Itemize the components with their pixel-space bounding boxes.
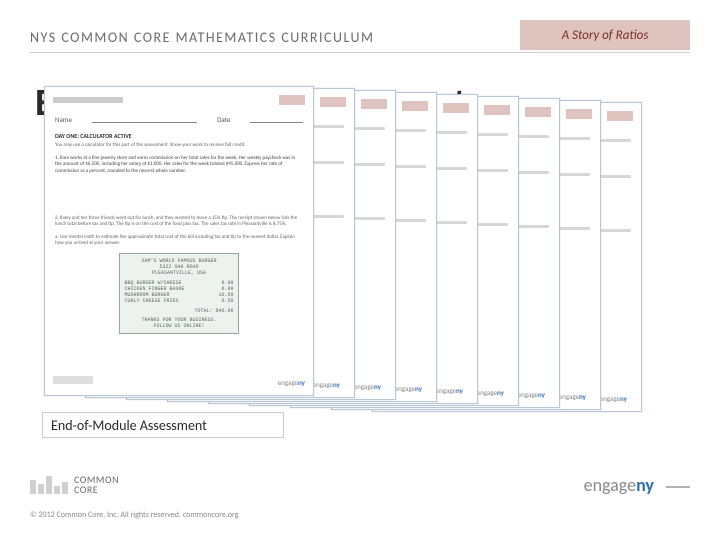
document-page-front: NameDate DAY ONE: CALCULATOR ACTIVE You … [44,86,314,396]
footer-brand-row: COMMON CORE engageny [30,474,690,496]
engageny-logo: engageny [584,474,690,496]
slide: NYS COMMON CORE MATHEMATICS CURRICULUM A… [0,0,720,540]
engage-rule-icon [666,486,690,488]
header-band-text: A Story of Ratios [562,28,649,43]
header-left-text: NYS COMMON CORE MATHEMATICS CURRICULUM [30,29,375,46]
caption-text: End-of-Module Assessment [51,417,207,434]
engage-suffix: ny [636,474,654,496]
copyright-text: © 2012 Common Core, Inc. All rights rese… [30,510,690,520]
engage-prefix: engage [584,474,636,496]
logo-bars-icon [30,476,68,494]
logo-text-bottom: CORE [74,485,119,495]
header-rule [30,52,690,53]
logo-text: COMMON CORE [74,475,119,495]
common-core-logo: COMMON CORE [30,475,119,495]
footer: COMMON CORE engageny © 2012 Common Core,… [30,474,690,520]
header: NYS COMMON CORE MATHEMATICS CURRICULUM A… [30,22,690,52]
header-band: A Story of Ratios [520,20,690,50]
caption-box: End-of-Module Assessment [42,412,284,438]
